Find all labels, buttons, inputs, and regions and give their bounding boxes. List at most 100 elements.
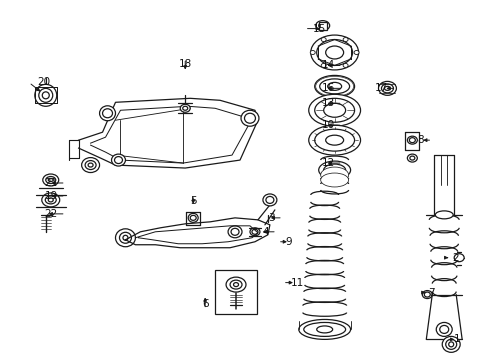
Text: 4: 4 xyxy=(262,227,268,237)
Ellipse shape xyxy=(318,23,326,28)
Bar xyxy=(318,22,326,30)
Text: 3: 3 xyxy=(268,213,274,223)
Ellipse shape xyxy=(319,79,349,94)
Ellipse shape xyxy=(114,157,122,163)
Ellipse shape xyxy=(241,110,259,126)
Ellipse shape xyxy=(407,136,416,144)
Ellipse shape xyxy=(190,215,196,220)
Ellipse shape xyxy=(343,63,347,67)
Ellipse shape xyxy=(315,21,329,31)
Ellipse shape xyxy=(35,84,57,106)
Text: 18: 18 xyxy=(178,59,191,69)
Ellipse shape xyxy=(102,109,112,118)
Ellipse shape xyxy=(314,75,354,97)
Ellipse shape xyxy=(85,161,96,170)
Ellipse shape xyxy=(180,104,190,112)
Ellipse shape xyxy=(407,154,416,162)
Bar xyxy=(215,270,256,315)
Ellipse shape xyxy=(81,158,100,172)
Ellipse shape xyxy=(321,37,325,41)
Ellipse shape xyxy=(45,196,56,204)
Ellipse shape xyxy=(308,94,360,126)
Text: 7: 7 xyxy=(427,288,434,298)
Ellipse shape xyxy=(323,164,345,176)
Text: 6: 6 xyxy=(202,298,208,309)
Ellipse shape xyxy=(88,163,93,167)
Ellipse shape xyxy=(320,167,348,183)
Ellipse shape xyxy=(244,113,255,123)
Ellipse shape xyxy=(100,106,115,121)
Ellipse shape xyxy=(42,92,49,99)
Ellipse shape xyxy=(409,156,414,160)
Ellipse shape xyxy=(343,37,347,41)
Text: 2: 2 xyxy=(451,253,458,263)
Ellipse shape xyxy=(227,226,242,238)
Text: 20: 20 xyxy=(37,77,50,87)
Ellipse shape xyxy=(225,277,245,292)
Ellipse shape xyxy=(119,232,131,243)
Text: 21: 21 xyxy=(44,178,58,188)
Ellipse shape xyxy=(111,154,125,166)
Text: 22: 22 xyxy=(44,209,58,219)
Ellipse shape xyxy=(318,161,350,179)
Ellipse shape xyxy=(422,291,431,298)
Ellipse shape xyxy=(265,197,273,203)
Ellipse shape xyxy=(46,176,56,184)
Ellipse shape xyxy=(39,88,53,102)
Ellipse shape xyxy=(434,211,452,219)
Ellipse shape xyxy=(314,129,354,151)
Text: 5: 5 xyxy=(189,196,196,206)
Ellipse shape xyxy=(249,228,260,236)
Ellipse shape xyxy=(48,198,53,202)
Ellipse shape xyxy=(298,319,350,339)
Ellipse shape xyxy=(325,46,343,59)
Ellipse shape xyxy=(408,138,414,143)
Ellipse shape xyxy=(303,323,345,336)
Ellipse shape xyxy=(233,283,238,287)
Ellipse shape xyxy=(314,98,354,122)
Text: 15: 15 xyxy=(312,24,325,33)
Ellipse shape xyxy=(183,106,187,110)
Text: 1: 1 xyxy=(453,334,460,345)
Ellipse shape xyxy=(325,135,343,145)
Ellipse shape xyxy=(381,84,393,93)
Text: 16: 16 xyxy=(321,84,334,93)
Ellipse shape xyxy=(448,342,453,347)
Ellipse shape xyxy=(321,63,325,67)
Text: 11: 11 xyxy=(290,278,304,288)
Ellipse shape xyxy=(439,325,448,333)
Ellipse shape xyxy=(378,81,396,95)
Ellipse shape xyxy=(445,339,456,349)
Ellipse shape xyxy=(122,235,128,240)
Text: 17: 17 xyxy=(374,84,387,93)
Ellipse shape xyxy=(353,50,358,54)
Ellipse shape xyxy=(263,194,276,206)
Ellipse shape xyxy=(41,193,60,207)
Ellipse shape xyxy=(48,179,53,181)
Text: 9: 9 xyxy=(285,237,292,247)
Ellipse shape xyxy=(115,229,135,247)
Ellipse shape xyxy=(320,173,348,187)
Text: 12: 12 xyxy=(321,158,334,168)
Text: 14: 14 xyxy=(321,60,334,71)
Ellipse shape xyxy=(435,323,451,336)
Ellipse shape xyxy=(308,125,360,155)
Ellipse shape xyxy=(229,280,242,289)
Text: 19: 19 xyxy=(44,191,58,201)
Ellipse shape xyxy=(424,292,429,297)
Ellipse shape xyxy=(188,213,198,222)
Ellipse shape xyxy=(316,40,352,66)
Ellipse shape xyxy=(230,228,239,235)
Ellipse shape xyxy=(453,254,463,262)
Ellipse shape xyxy=(42,174,59,186)
Ellipse shape xyxy=(316,326,332,333)
Ellipse shape xyxy=(323,103,345,117)
Ellipse shape xyxy=(251,229,258,234)
Text: 8: 8 xyxy=(417,135,424,145)
Ellipse shape xyxy=(384,86,389,90)
Text: 13: 13 xyxy=(321,98,334,108)
Ellipse shape xyxy=(327,82,341,90)
Ellipse shape xyxy=(310,35,358,70)
Ellipse shape xyxy=(309,50,315,54)
Ellipse shape xyxy=(441,336,459,352)
